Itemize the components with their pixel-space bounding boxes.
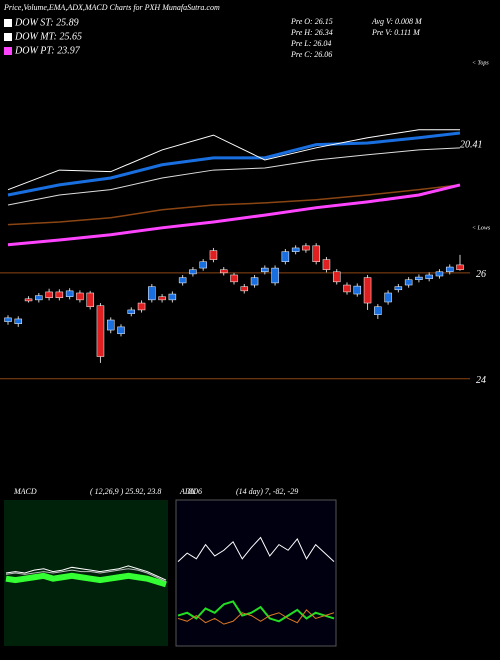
adx-panel [175, 499, 337, 647]
info: Pre O: 26.15 [290, 17, 333, 26]
candle-body [384, 292, 392, 303]
candle-body [137, 302, 146, 311]
candle-body [425, 274, 433, 279]
candle-body [281, 251, 290, 262]
indicator-line [177, 609, 335, 625]
candle-body [96, 305, 105, 357]
legend-label: DOW PT: 23.97 [14, 45, 81, 56]
candle-body [445, 266, 454, 273]
candle-body [55, 291, 64, 298]
indicator-line [7, 129, 460, 191]
info: Pre H: 26.34 [290, 28, 333, 37]
indicator-line [177, 600, 335, 623]
legend-swatch [4, 33, 12, 41]
candle-body [332, 271, 341, 283]
candle-body [312, 245, 320, 262]
candle-body [353, 285, 362, 295]
candle-body [219, 269, 228, 274]
legend: DOW ST: 25.89 DOW MT: 25.65 DOW PT: 23.9… [4, 17, 82, 56]
candle-body [86, 292, 94, 308]
indicator-line [5, 568, 167, 582]
candle-body [261, 267, 269, 273]
info: Pre V: 0.111 M [371, 28, 421, 37]
panel-subtitle: 0.06 [188, 487, 202, 496]
candle-body [209, 250, 218, 260]
candle-body [158, 296, 166, 301]
y-tick-label: 24 [476, 375, 486, 386]
indicator-line [7, 184, 461, 226]
candle-body [230, 274, 238, 283]
candle-body [35, 295, 43, 301]
macd-panel [4, 500, 168, 646]
candle-body [343, 284, 351, 293]
candle-body [271, 267, 279, 284]
candle-body [178, 277, 187, 284]
indicator-line [5, 572, 167, 588]
candle-body [302, 245, 310, 251]
annotation: < Lows [472, 225, 491, 231]
panel-title: MACD [13, 487, 37, 496]
candle-body [291, 247, 300, 252]
candle-body [415, 276, 423, 280]
candle-body [148, 286, 156, 301]
candle-body [322, 259, 331, 270]
candle-body [65, 290, 74, 297]
candle-body [168, 293, 177, 301]
candle-body [250, 277, 259, 286]
info: Pre C: 26.06 [290, 50, 332, 59]
y-tick-label: 26 [476, 269, 486, 280]
candle-body [76, 292, 84, 301]
indicator-line [7, 147, 461, 206]
annotation: 20.41 [460, 139, 483, 150]
annotation: < Tops [472, 60, 489, 66]
candle-body [14, 318, 23, 324]
candle-body [45, 291, 53, 298]
candle-body [199, 261, 207, 269]
candle-body [394, 286, 403, 291]
legend-swatch [4, 19, 12, 27]
info: Avg V: 0.008 M [371, 17, 423, 26]
candle-body [127, 309, 136, 314]
legend-label: DOW MT: 25.65 [14, 31, 82, 42]
panel-title: ADX [179, 487, 197, 496]
indicator-line [7, 131, 461, 197]
candle-body [106, 319, 115, 331]
candle-body [456, 264, 464, 270]
panel-subtitle: ( 12,26,9 ) 25.92, 23.8 [90, 487, 161, 496]
candle-body [240, 286, 249, 292]
candle-body [374, 306, 382, 315]
indicator-line [177, 536, 335, 563]
candle-body [435, 271, 444, 277]
legend-label: DOW ST: 25.89 [14, 17, 79, 28]
candle-body [24, 298, 33, 302]
chart-title: Price,Volume,EMA,ADX,MACD Charts for PXH… [3, 3, 220, 12]
candle-body [4, 317, 12, 322]
candle-body [189, 269, 197, 275]
panel-note: (14 day) 7, -82, -29 [236, 487, 298, 496]
candle-body [363, 277, 372, 304]
indicator-line [7, 183, 461, 247]
candle-body [404, 279, 413, 286]
indicator-line [5, 565, 167, 581]
legend-swatch [4, 47, 12, 55]
info: Pre L: 26.04 [290, 39, 331, 48]
candle-body [117, 326, 125, 335]
